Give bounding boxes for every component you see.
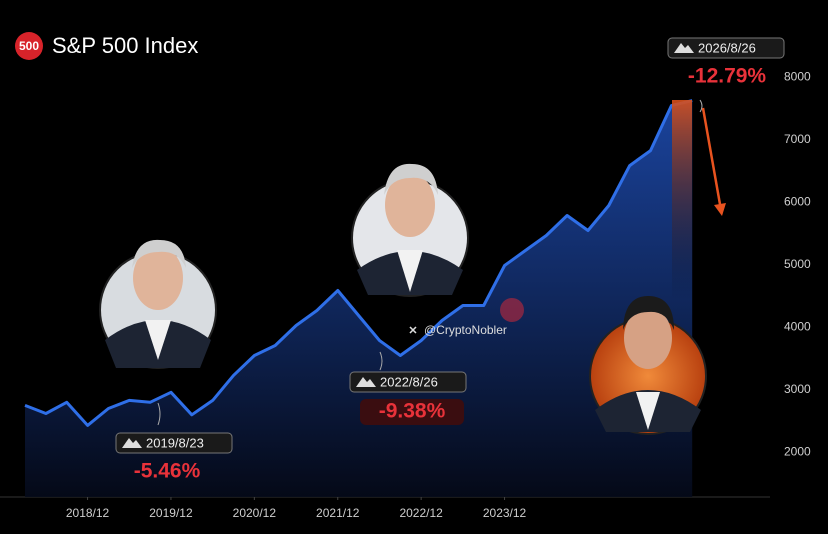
annotation-date: 2019/8/23 (146, 435, 204, 450)
annotation-date: 2022/8/26 (380, 374, 438, 389)
leader (157, 402, 161, 426)
leader (379, 351, 383, 371)
annotation-change: -12.79% (688, 65, 767, 88)
highlight-band (672, 100, 692, 300)
area (25, 100, 693, 497)
chart-title: S&P 500 Index (52, 33, 198, 58)
annotation-change: -5.46% (134, 460, 201, 483)
y-tick-label: 5000 (784, 257, 811, 271)
annotation-change: -9.38% (379, 400, 446, 423)
date-pill (349, 371, 467, 393)
arrow-head (714, 203, 726, 216)
pill-icon (356, 377, 376, 387)
y-tick-label: 6000 (784, 195, 811, 209)
x-tick-label: 2021/12 (316, 506, 360, 520)
change-bg (360, 399, 464, 425)
y-tick-label: 3000 (784, 382, 811, 396)
portrait (351, 163, 469, 297)
plot (24, 76, 786, 500)
portrait (99, 239, 217, 369)
annotation-date: 2026/8/26 (698, 40, 756, 55)
x-tick-label: 2022/12 (399, 506, 443, 520)
x-tick-label: 2020/12 (233, 506, 277, 520)
x-tick-label: 2018/12 (66, 506, 110, 520)
projection-arrow (701, 107, 723, 211)
y-tick-label: 4000 (784, 320, 811, 334)
date-pill (115, 432, 233, 454)
portrait (589, 296, 707, 435)
leader (699, 99, 703, 113)
y-tick-label: 8000 (784, 70, 811, 84)
handle-icon: ✕ (408, 325, 417, 337)
line (24, 99, 693, 427)
badge (15, 32, 43, 60)
pill-icon (122, 438, 142, 448)
pill-icon (674, 43, 694, 53)
badge-text: 500 (19, 39, 39, 53)
y-tick-label: 7000 (784, 132, 811, 146)
handle: @CryptoNobler (424, 323, 507, 337)
date-pill (667, 37, 785, 59)
x-tick-label: 2023/12 (483, 506, 527, 520)
cursor-dot (500, 298, 524, 322)
x-tick-label: 2019/12 (149, 506, 193, 520)
y-tick-label: 2000 (784, 444, 811, 458)
